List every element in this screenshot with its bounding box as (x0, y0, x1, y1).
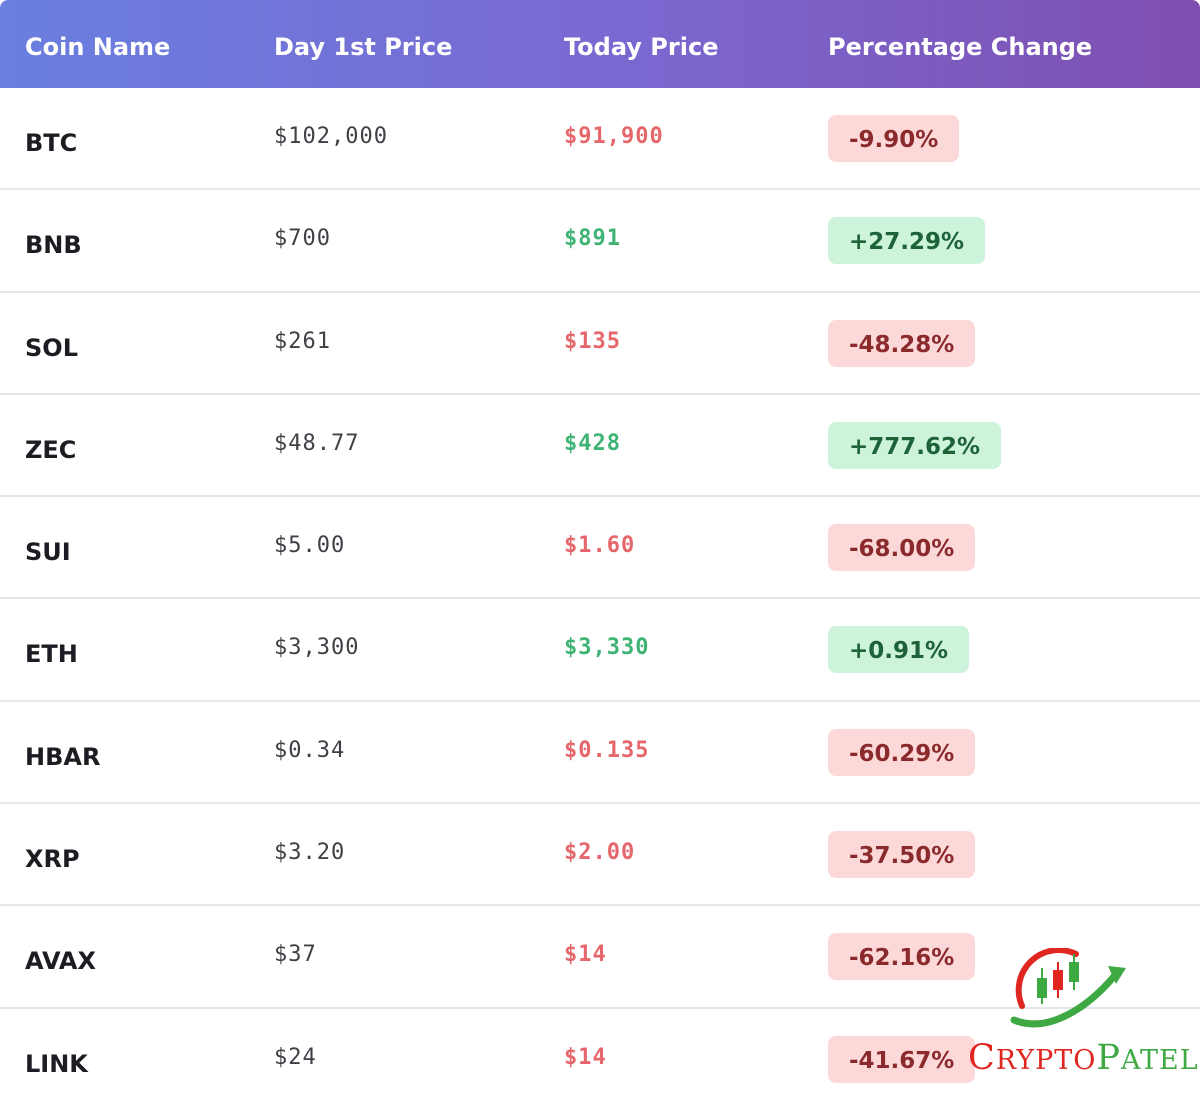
today-price: $891 (564, 226, 621, 252)
header-percentage-change[interactable]: Percentage Change (828, 33, 1093, 61)
day-first-price: $102,000 (274, 124, 388, 149)
table-row[interactable]: AVAX $37 $14 -62.16% (0, 906, 1200, 1009)
today-price: $14 (564, 942, 607, 968)
logo-wordmark: CRYPTOPATEL (968, 1038, 1199, 1078)
today-price: $1.60 (564, 533, 636, 559)
table-row[interactable]: ETH $3,300 $3,330 +0.91% (0, 599, 1200, 702)
today-price: $0.135 (564, 737, 650, 763)
percentage-change-badge: -60.29% (828, 728, 976, 776)
table-body: BTC $102,000 $91,900 -9.90% BNB $700 $891 +27.2… (0, 88, 1200, 1110)
day-first-price: $37 (274, 942, 317, 968)
day-first-price: $700 (274, 226, 331, 252)
table-row[interactable]: LINK $24 $14 -41.67% (0, 1008, 1200, 1110)
header-coin-name[interactable]: Coin Name (25, 33, 171, 61)
day-first-price: $3,300 (274, 635, 360, 661)
header-day-first-price[interactable]: Day 1st Price (274, 33, 453, 61)
cryptopatel-logo: CRYPTOPATEL (962, 948, 1198, 1078)
percentage-change-badge: -48.28% (828, 319, 976, 367)
day-first-price: $24 (274, 1044, 317, 1070)
table-row[interactable]: SUI $5.00 $1.60 -68.00% (0, 497, 1200, 600)
table-row[interactable]: XRP $3.20 $2.00 -37.50% (0, 804, 1200, 907)
day-first-price: $3.20 (274, 840, 346, 866)
percentage-change-badge: -41.67% (828, 1035, 976, 1083)
today-price: $91,900 (564, 124, 664, 149)
day-first-price: $261 (274, 328, 331, 354)
day-first-price: $5.00 (274, 533, 346, 559)
coin-name: HBAR (25, 742, 101, 771)
header-today-price[interactable]: Today Price (564, 33, 719, 61)
coin-name: ZEC (25, 435, 77, 464)
today-price: $135 (564, 328, 621, 354)
coin-name: BTC (25, 129, 78, 157)
today-price: $3,330 (564, 635, 650, 661)
coin-name: BNB (25, 231, 82, 260)
percentage-change-badge: +777.62% (828, 421, 1002, 469)
today-price: $428 (564, 430, 621, 456)
percentage-change-badge: -62.16% (828, 933, 976, 981)
table-row[interactable]: BNB $700 $891 +27.29% (0, 190, 1200, 293)
coin-name: LINK (25, 1049, 88, 1078)
coin-name: SUI (25, 538, 71, 567)
day-first-price: $0.34 (274, 737, 346, 763)
percentage-change-badge: +27.29% (828, 217, 986, 265)
percentage-change-badge: +0.91% (828, 626, 970, 674)
coin-name: SOL (25, 333, 78, 362)
percentage-change-badge: -37.50% (828, 831, 976, 879)
today-price: $14 (564, 1044, 607, 1070)
table-header: Coin Name Day 1st Price Today Price Perc… (0, 0, 1200, 88)
today-price: $2.00 (564, 840, 636, 866)
table-row[interactable]: BTC $102,000 $91,900 -9.90% (0, 88, 1200, 191)
table-row[interactable]: HBAR $0.34 $0.135 -60.29% (0, 701, 1200, 805)
day-first-price: $48.77 (274, 430, 360, 456)
table-row[interactable]: SOL $261 $135 -48.28% (0, 292, 1200, 395)
percentage-change-badge: -9.90% (828, 115, 960, 162)
percentage-change-badge: -68.00% (828, 524, 976, 572)
coin-name: AVAX (25, 947, 96, 976)
table-row[interactable]: ZEC $48.77 $428 +777.62% (0, 394, 1200, 498)
coin-name: XRP (25, 845, 80, 874)
candlestick-swoosh-icon (1010, 948, 1126, 1028)
coin-name: ETH (25, 640, 78, 669)
